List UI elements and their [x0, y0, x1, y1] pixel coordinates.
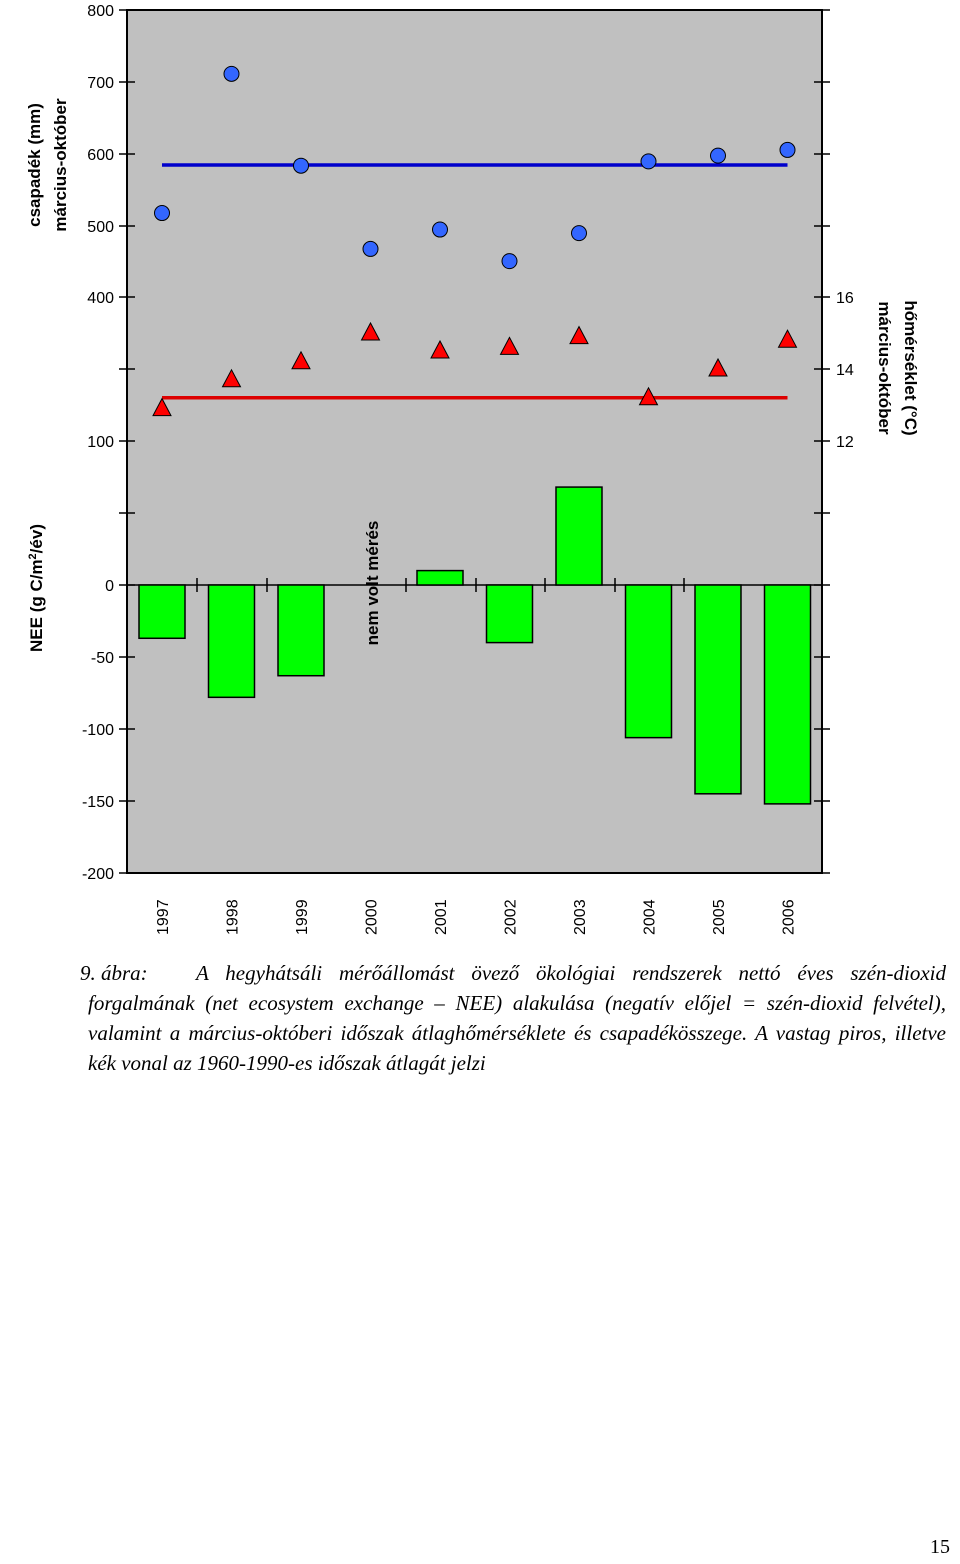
temp-point-2005 — [708, 357, 728, 377]
precipitation-series — [154, 65, 796, 270]
caption-text: A hegyhátsáli mérőállomást övező ökológi… — [88, 961, 946, 1075]
precip-axis-subtitle: március-október — [51, 98, 70, 232]
left-tick-label: -150 — [82, 794, 114, 811]
nee-bar-2003 — [555, 486, 603, 586]
temp-point-2000 — [360, 321, 381, 341]
x-axis-year-labels: 1997 1998 1999 2000 2001 2002 2003 2004 2005 2006 — [155, 899, 798, 935]
year-label-1997: 1997 — [155, 899, 172, 935]
temp-point-2001 — [430, 339, 450, 359]
caption-prefix: 9. ábra: — [80, 961, 148, 985]
year-label-1998: 1998 — [225, 899, 242, 935]
left-tick-label: -50 — [91, 650, 114, 667]
right-axis-ticks: 16 14 12 — [814, 9, 854, 874]
year-label-2001: 2001 — [433, 899, 450, 935]
precip-point-2003 — [571, 225, 587, 242]
nee-bar-2006 — [763, 584, 812, 805]
nee-bars — [138, 486, 812, 805]
left-tick-label: 500 — [87, 219, 114, 236]
left-tick-label: -200 — [82, 866, 114, 883]
temperature-series — [152, 321, 798, 417]
left-tick-label: 400 — [87, 290, 114, 307]
left-tick-label: 800 — [87, 3, 114, 20]
year-label-2000: 2000 — [364, 899, 381, 935]
temp-point-2004 — [638, 386, 659, 406]
nee-bar-1999 — [277, 584, 325, 677]
left-tick-label: 600 — [87, 147, 114, 164]
precip-point-1999 — [293, 157, 309, 174]
nee-bar-1997 — [138, 584, 186, 640]
precip-point-2001 — [432, 221, 448, 238]
left-tick-label: 0 — [105, 578, 114, 595]
nee-bar-2004 — [624, 584, 673, 739]
figure-caption: 9. ábra: A hegyhátsáli mérőállomást övez… — [80, 958, 946, 1078]
left-tick-label: -100 — [82, 722, 114, 739]
year-label-2002: 2002 — [503, 899, 520, 935]
precip-axis-title: csapadék (mm) — [25, 103, 44, 227]
nee-bar-2002 — [485, 584, 534, 644]
temp-point-2003 — [569, 325, 589, 345]
temp-point-1998 — [221, 368, 242, 388]
precip-point-1997 — [154, 205, 170, 222]
year-label-1999: 1999 — [294, 899, 311, 935]
temp-axis-title: hőmérséklet (°C) — [901, 300, 920, 435]
precip-point-2002 — [501, 253, 518, 270]
nee-axis-title: NEE (g C/m2/év) — [27, 524, 46, 652]
precip-point-1998 — [223, 65, 240, 82]
temp-axis-subtitle: március-október — [875, 301, 894, 435]
nee-bar-1998 — [207, 584, 256, 699]
precip-point-2000 — [362, 240, 379, 257]
right-tick-label: 16 — [836, 290, 854, 307]
right-tick-label: 12 — [836, 434, 854, 451]
right-tick-label: 14 — [836, 362, 854, 379]
temp-point-1997 — [152, 397, 172, 417]
no-measurement-label: nem volt mérés — [363, 521, 382, 646]
year-label-2006: 2006 — [781, 899, 798, 935]
temp-point-2006 — [777, 329, 798, 348]
nee-bar-2001 — [416, 569, 464, 586]
year-label-2005: 2005 — [711, 899, 728, 935]
page-number: 15 — [930, 1536, 950, 1558]
left-tick-label: 100 — [87, 434, 114, 451]
precip-point-2005 — [710, 147, 726, 164]
year-label-2003: 2003 — [572, 899, 589, 935]
precip-point-2004 — [640, 153, 657, 170]
left-tick-label: 700 — [87, 75, 114, 92]
nee-bar-2005 — [694, 584, 742, 795]
temp-point-1999 — [291, 350, 311, 370]
year-label-2004: 2004 — [642, 899, 659, 935]
temp-point-2002 — [499, 336, 520, 355]
precip-point-2006 — [779, 141, 796, 158]
